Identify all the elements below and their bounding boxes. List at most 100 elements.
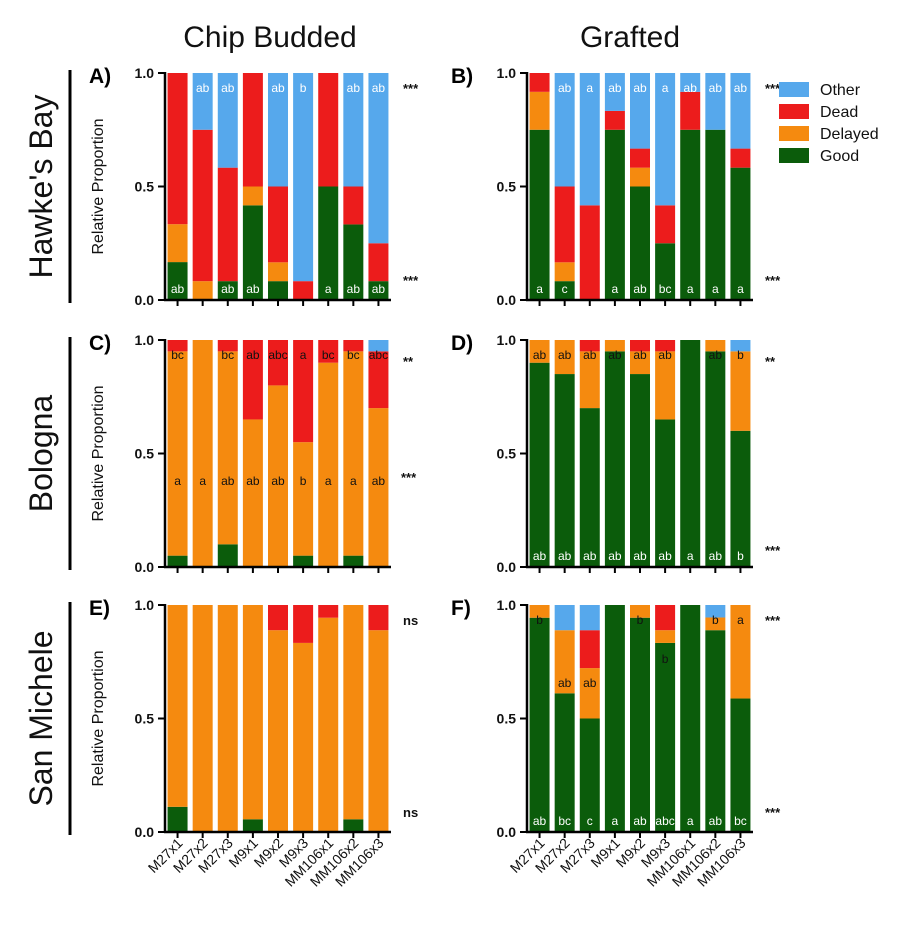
bar-MM106x2-delayed bbox=[343, 351, 364, 556]
bar-M27x2-delayed bbox=[192, 340, 213, 567]
bottom-letter-MM106x3: bc bbox=[734, 814, 747, 828]
bar-MM106x1-good bbox=[680, 605, 701, 832]
top-letter-M27x1: bc bbox=[171, 348, 184, 362]
top-letter-M27x3: bc bbox=[221, 348, 234, 362]
bar-M27x1-good bbox=[167, 262, 188, 300]
bar-MM106x1-other bbox=[680, 73, 701, 92]
bar-M27x2-good bbox=[554, 374, 575, 567]
bar-MM106x3-other bbox=[730, 73, 751, 149]
bar-MM106x3-other bbox=[368, 340, 389, 352]
bottom-letter-M9x1: a bbox=[612, 282, 619, 296]
bar-M27x3-good bbox=[579, 718, 600, 832]
bar-M27x2-delayed bbox=[554, 340, 575, 375]
bar-M9x2-delayed bbox=[630, 605, 650, 618]
bar-MM106x2-good bbox=[343, 224, 364, 300]
bar-M27x2-delayed bbox=[192, 281, 213, 300]
y-tick-label: 0.0 bbox=[135, 292, 155, 308]
bar-MM106x3-delayed bbox=[730, 605, 751, 699]
top-letter-M9x2: b bbox=[637, 613, 644, 627]
y-axis-label: Relative Proportion bbox=[90, 385, 107, 521]
bar-MM106x2-good bbox=[343, 555, 364, 567]
top-letter-MM106x2: ab bbox=[709, 348, 723, 362]
bar-M9x3-good bbox=[655, 419, 676, 567]
bar-M9x3-dead bbox=[293, 340, 314, 443]
bar-M9x3-delayed bbox=[655, 351, 676, 420]
legend-swatch-other bbox=[779, 82, 809, 97]
bar-M9x3-delayed bbox=[293, 642, 314, 832]
bottom-letter-M9x2: ab bbox=[633, 282, 647, 296]
bar-M9x1-delayed bbox=[604, 340, 625, 352]
panel-label: D) bbox=[451, 332, 473, 355]
bar-MM106x1-dead bbox=[318, 340, 339, 363]
bar-MM106x3-dead bbox=[368, 605, 389, 631]
bar-M9x2-other bbox=[630, 73, 650, 149]
bar-M9x1-other bbox=[604, 73, 625, 111]
top-letter-M9x1: ab bbox=[608, 81, 622, 95]
bottom-letter-M9x1: ab bbox=[246, 282, 260, 296]
bar-MM106x2-delayed bbox=[705, 340, 726, 352]
bar-M27x3-good bbox=[217, 544, 238, 567]
significance-bottom: *** bbox=[403, 273, 419, 288]
bar-M27x2-dead bbox=[554, 186, 575, 263]
bar-MM106x3-dead bbox=[730, 148, 751, 168]
bottom-letter-M9x2: ab bbox=[633, 814, 647, 828]
top-letter-MM106x2: ab bbox=[709, 81, 723, 95]
mid-letter-M27x3: ab bbox=[221, 474, 235, 488]
bar-M9x3-dead bbox=[293, 281, 314, 300]
bar-M27x3-good bbox=[579, 408, 600, 567]
bar-M9x2-good bbox=[630, 617, 650, 832]
significance-bottom: *** bbox=[765, 805, 781, 820]
top-letter-MM106x2: ab bbox=[347, 81, 361, 95]
top-letter-MM106x3: abc bbox=[369, 348, 388, 362]
bottom-letter-M27x3: ab bbox=[221, 282, 235, 296]
row-title-1: Bologna bbox=[23, 395, 59, 513]
top-letter-M27x2: ab bbox=[196, 81, 210, 95]
row-title-0: Hawke's Bay bbox=[23, 95, 59, 279]
bar-M9x3-delayed bbox=[655, 630, 676, 643]
significance-top: ** bbox=[403, 354, 414, 369]
y-tick-label: 0.5 bbox=[497, 446, 517, 462]
bar-M27x2-delayed bbox=[554, 262, 575, 282]
top-letter-MM106x2: bc bbox=[347, 348, 360, 362]
mid-letter-M9x2: ab bbox=[271, 474, 285, 488]
top-letter-M9x1: ab bbox=[246, 348, 260, 362]
bar-M27x2-good bbox=[554, 693, 575, 832]
bar-M9x3-dead bbox=[293, 605, 314, 643]
bar-M27x1-good bbox=[167, 555, 188, 567]
bar-M27x2-delayed bbox=[554, 630, 575, 694]
bar-M27x1-delayed bbox=[529, 605, 550, 618]
y-axis-label: Relative Proportion bbox=[90, 650, 107, 786]
bar-M27x1-delayed bbox=[167, 224, 188, 263]
top-letter-M9x2: ab bbox=[271, 81, 285, 95]
bar-MM106x3-other bbox=[730, 340, 751, 352]
legend: Other Dead Delayed Good bbox=[779, 82, 879, 165]
bar-MM106x2-good bbox=[705, 630, 726, 832]
panel-label: E) bbox=[89, 597, 110, 620]
bar-MM106x1-good bbox=[318, 186, 339, 300]
y-tick-label: 0.5 bbox=[497, 711, 517, 727]
bar-MM106x2-other bbox=[343, 73, 364, 187]
panel-label: A) bbox=[89, 65, 111, 88]
bar-M27x3-dead bbox=[579, 205, 600, 300]
bar-M9x2-delayed bbox=[630, 351, 650, 375]
bar-M27x1-delayed bbox=[167, 605, 188, 807]
bar-M9x3-dead bbox=[655, 340, 676, 352]
y-tick-label: 0.0 bbox=[135, 824, 155, 840]
bottom-letter-M27x2: bc bbox=[558, 814, 571, 828]
top-letter-M9x2: ab bbox=[633, 81, 647, 95]
bar-M27x2-good bbox=[554, 281, 575, 300]
bar-M9x1-good bbox=[242, 205, 263, 300]
bottom-letter-M27x3: c bbox=[587, 814, 593, 828]
bar-MM106x2-good bbox=[343, 819, 364, 832]
bottom-letter-MM106x3: b bbox=[737, 549, 744, 563]
bar-M27x1-good bbox=[529, 129, 550, 300]
bar-MM106x2-other bbox=[705, 73, 726, 130]
legend-label-delayed: Delayed bbox=[820, 126, 879, 143]
bar-M9x1-dead bbox=[242, 340, 263, 420]
top-letter-M27x3: a bbox=[586, 81, 593, 95]
bar-M9x2-good bbox=[268, 281, 288, 300]
bar-MM106x2-good bbox=[705, 129, 726, 300]
bar-M27x1-delayed bbox=[529, 340, 550, 363]
